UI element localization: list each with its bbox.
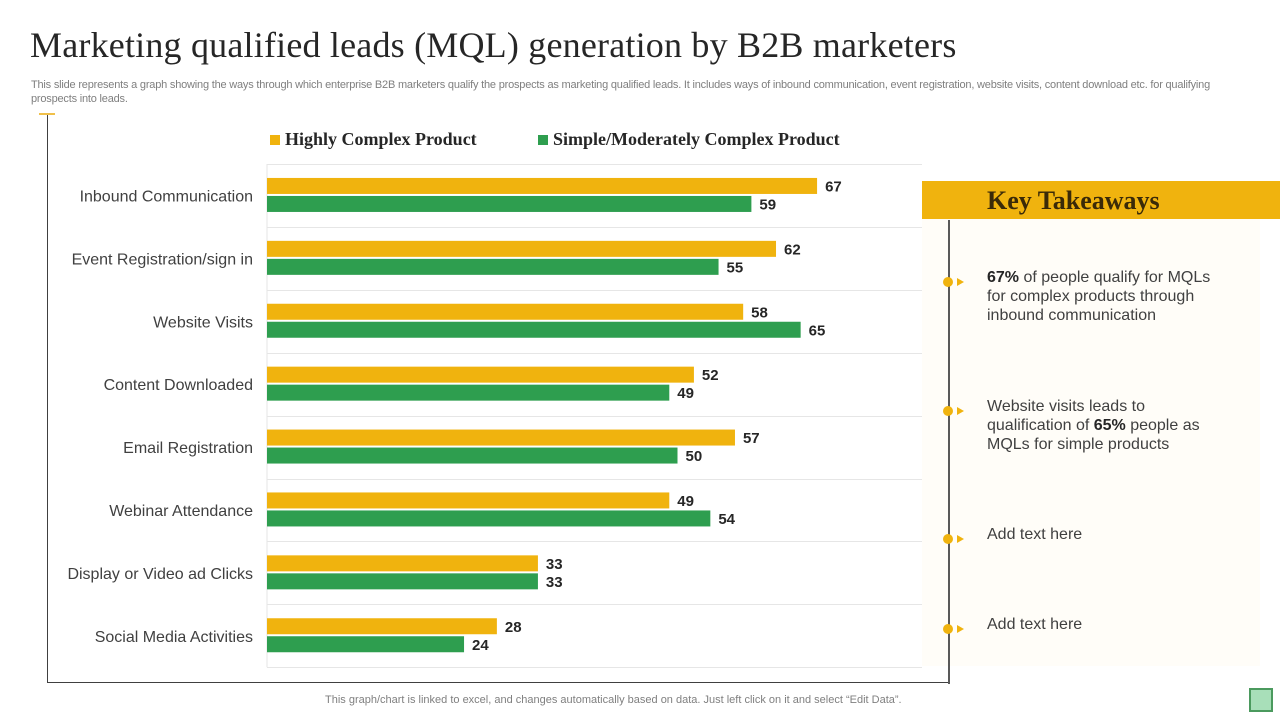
bar-highly-complex	[267, 429, 735, 446]
bullet-arrow-icon	[957, 625, 964, 633]
value-label-highly-complex: 57	[743, 430, 760, 447]
bar-simple	[267, 636, 465, 653]
category-label: Email Registration	[123, 440, 253, 457]
bullet-dot-icon	[943, 406, 953, 416]
bullet-dot-arrow-icon	[943, 533, 967, 545]
category-label: Content Downloaded	[104, 377, 253, 394]
value-label-simple: 59	[759, 196, 776, 213]
value-label-highly-complex: 33	[546, 556, 563, 573]
bar-simple	[267, 573, 538, 590]
footnote-text: This graph/chart is linked to excel, and…	[325, 694, 902, 706]
bullet-dot-icon	[943, 534, 953, 544]
value-label-highly-complex: 62	[784, 241, 801, 258]
bar-highly-complex	[267, 618, 497, 635]
value-label-simple: 49	[677, 385, 694, 402]
bar-highly-complex	[267, 177, 818, 194]
value-label-simple: 33	[546, 574, 563, 591]
value-label-simple: 24	[472, 637, 489, 654]
bullet-dot-arrow-icon	[943, 405, 967, 417]
value-label-simple: 65	[809, 322, 826, 339]
key-takeaways-title: Key Takeaways	[987, 186, 1160, 215]
key-takeaway-text: Website visits leads to qualification of…	[987, 398, 1200, 453]
key-takeaways-panel	[922, 219, 1260, 666]
bullet-dot-icon	[943, 624, 953, 634]
legend-label-highly-complex: Highly Complex Product	[285, 129, 477, 149]
bullet-arrow-icon	[957, 407, 964, 415]
legend-item-simple: Simple/Moderately Complex Product	[538, 129, 840, 150]
bar-simple	[267, 258, 719, 275]
slide-corner-marker	[1249, 688, 1273, 712]
bullet-arrow-icon	[957, 278, 964, 286]
bar-simple	[267, 510, 711, 527]
bar-highly-complex	[267, 492, 670, 509]
bullet-dot-arrow-icon	[943, 623, 967, 635]
bullet-arrow-icon	[957, 535, 964, 543]
key-takeaway-text: Add text here	[987, 616, 1083, 633]
legend-swatch-highly-complex	[270, 134, 280, 145]
category-label: Webinar Attendance	[109, 503, 253, 520]
key-takeaways-header	[922, 181, 1280, 219]
key-takeaway-text: 67% of people qualify for MQLs for compl…	[987, 269, 1211, 324]
value-label-highly-complex: 49	[677, 493, 694, 510]
value-label-simple: 54	[718, 511, 735, 528]
legend-label-simple: Simple/Moderately Complex Product	[553, 129, 840, 149]
chart-frame-right-edge	[948, 220, 950, 684]
value-label-simple: 55	[727, 259, 744, 276]
page-title: Marketing qualified leads (MQL) generati…	[30, 25, 957, 65]
bar-simple	[267, 384, 670, 401]
bar-highly-complex	[267, 555, 538, 572]
bar-highly-complex	[267, 366, 694, 383]
value-label-highly-complex: 67	[825, 178, 842, 195]
frame-accent-tick	[39, 113, 55, 115]
category-label: Display or Video ad Clicks	[67, 566, 253, 583]
key-takeaway-highlight: 65%	[1093, 417, 1126, 434]
bullet-dot-arrow-icon	[943, 276, 967, 288]
category-label: Website Visits	[153, 314, 253, 331]
bar-simple	[267, 321, 801, 338]
bar-highly-complex	[267, 240, 777, 257]
bar-simple	[267, 195, 752, 212]
value-label-highly-complex: 58	[751, 304, 768, 321]
category-label: Event Registration/sign in	[72, 251, 253, 268]
category-label: Inbound Communication	[80, 188, 253, 205]
bar-chart: Inbound Communication 67 59 Event Registrat…	[67, 164, 922, 668]
value-label-highly-complex: 52	[702, 367, 719, 384]
bar-simple	[267, 447, 678, 464]
legend-item-highly-complex: Highly Complex Product	[270, 129, 477, 150]
bar-highly-complex	[267, 303, 744, 320]
page-subtitle: This slide represents a graph showing th…	[31, 79, 1210, 105]
bullet-dot-icon	[943, 277, 953, 287]
value-label-highly-complex: 28	[505, 619, 522, 636]
key-takeaway-text: Add text here	[987, 526, 1083, 543]
legend-swatch-simple	[538, 134, 548, 145]
category-label: Social Media Activities	[95, 629, 253, 646]
key-takeaway-highlight: 67%	[987, 269, 1020, 286]
chart-frame	[47, 114, 949, 683]
value-label-simple: 50	[686, 448, 703, 465]
